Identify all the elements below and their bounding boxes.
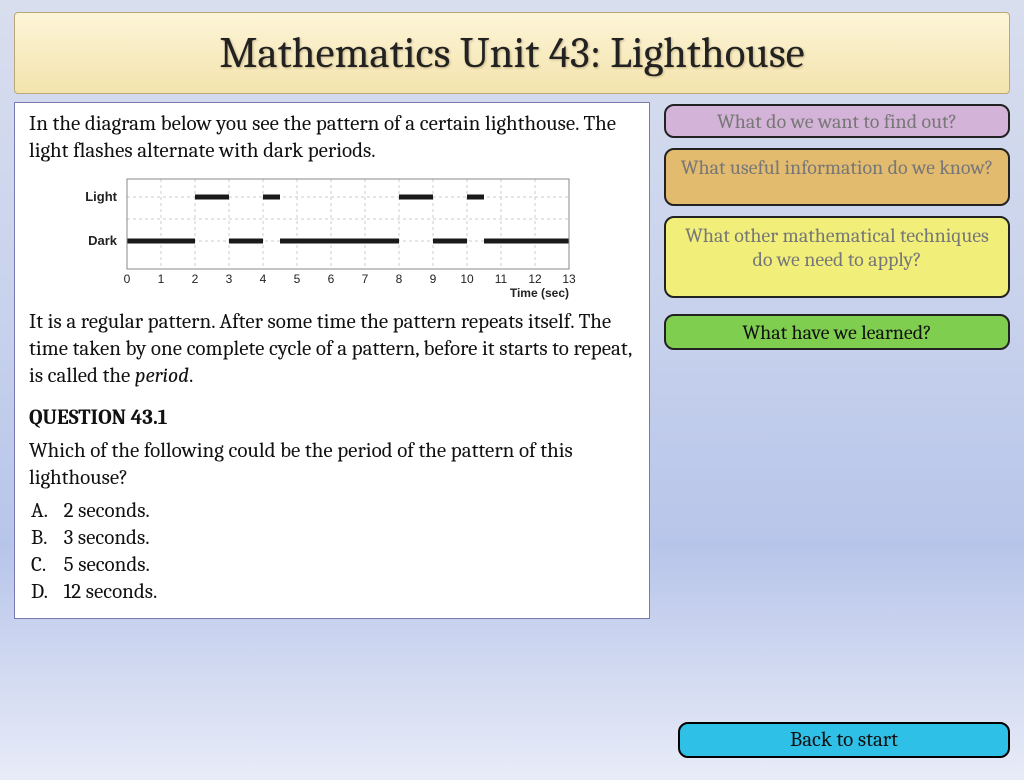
main-area: In the diagram below you see the pattern… [0,102,1024,619]
option-item: D. 12 seconds. [31,579,635,606]
svg-text:4: 4 [260,272,267,286]
content-panel: In the diagram below you see the pattern… [14,102,650,619]
svg-text:13: 13 [562,272,576,286]
back-to-start-button[interactable]: Back to start [678,722,1010,758]
title-bar: Mathematics Unit 43: Lighthouse [14,12,1010,94]
intro-paragraph: In the diagram below you see the pattern… [29,111,635,165]
svg-text:8: 8 [396,272,403,286]
option-item: A. 2 seconds. [31,498,635,525]
learned-button[interactable]: What have we learned? [664,314,1010,350]
techniques-button[interactable]: What other mathematical techniques do we… [664,216,1010,298]
period-paragraph: It is a regular pattern. After some time… [29,309,635,390]
svg-text:11: 11 [495,272,508,286]
svg-text:Light: Light [85,189,117,204]
svg-text:10: 10 [460,272,474,286]
useful-info-button[interactable]: What useful information do we know? [664,148,1010,206]
svg-text:9: 9 [430,272,437,286]
find-out-button[interactable]: What do we want to find out? [664,104,1010,138]
svg-text:6: 6 [328,272,335,286]
svg-text:Time (sec): Time (sec) [510,286,569,300]
svg-text:5: 5 [294,272,301,286]
question-text: Which of the following could be the peri… [29,438,635,492]
svg-text:7: 7 [362,272,369,286]
side-panel: What do we want to find out? What useful… [664,102,1010,619]
svg-text:2: 2 [192,272,199,286]
option-item: C. 5 seconds. [31,552,635,579]
svg-text:1: 1 [158,272,165,286]
lighthouse-chart: 012345678910111213LightDarkTime (sec) [69,173,589,303]
question-label: QUESTION 43.1 [29,405,635,432]
svg-text:0: 0 [124,272,131,286]
svg-text:12: 12 [528,272,542,286]
options-list: A. 2 seconds.B. 3 seconds.C. 5 seconds.D… [31,498,635,606]
page-title: Mathematics Unit 43: Lighthouse [219,28,804,78]
svg-text:Dark: Dark [88,233,118,248]
svg-text:3: 3 [226,272,233,286]
option-item: B. 3 seconds. [31,525,635,552]
